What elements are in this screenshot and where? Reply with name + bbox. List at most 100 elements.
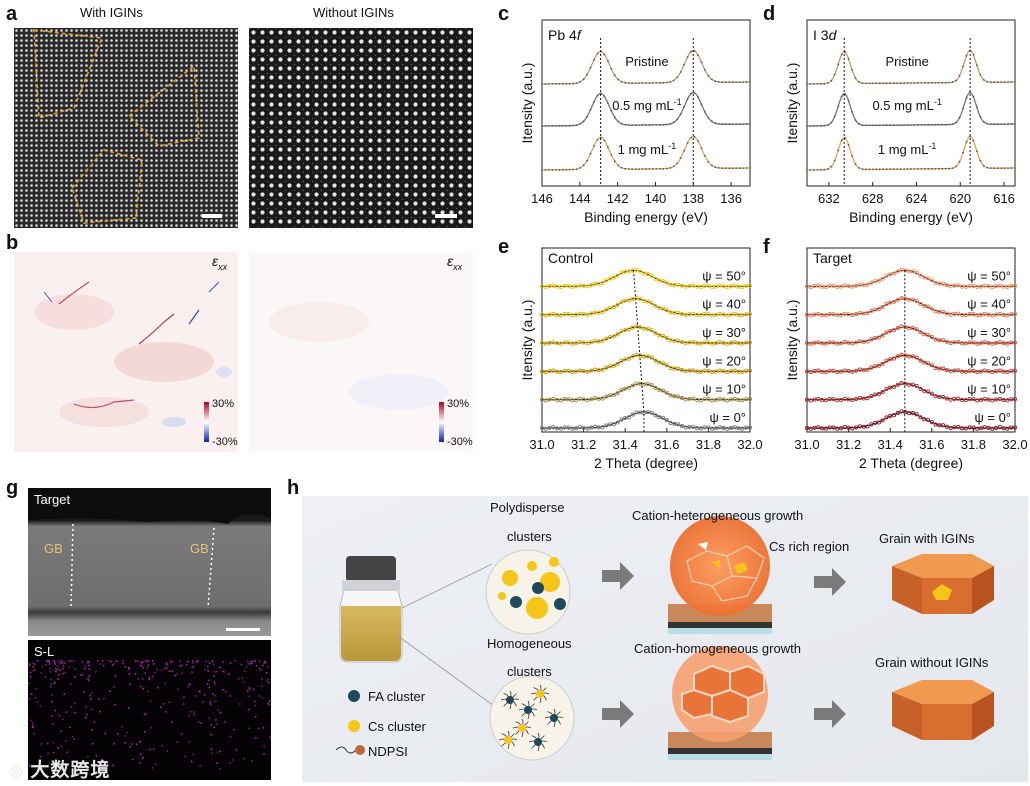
speckle	[194, 695, 197, 697]
speckle	[31, 722, 34, 724]
data-point	[695, 312, 700, 318]
speckle	[124, 666, 127, 668]
speckle	[148, 660, 150, 662]
speckle	[182, 703, 185, 705]
speckle	[74, 668, 76, 671]
data-point	[854, 311, 859, 317]
data-point	[725, 426, 730, 431]
data-point	[702, 340, 707, 345]
data-point	[653, 413, 658, 418]
data-point	[857, 395, 862, 401]
data-point	[986, 166, 989, 169]
data-point	[710, 284, 715, 290]
data-point	[1009, 425, 1014, 430]
panel-label-f: f	[763, 236, 770, 258]
data-point	[837, 149, 840, 152]
speckle	[199, 765, 201, 767]
data-point	[1010, 123, 1013, 125]
data-point	[577, 311, 582, 316]
data-point	[691, 396, 696, 401]
data-point	[899, 409, 904, 414]
data-point	[861, 283, 866, 288]
data-point	[634, 410, 639, 415]
data-point	[854, 425, 859, 430]
data-point	[847, 58, 850, 60]
speckle	[210, 724, 212, 726]
data-point	[725, 370, 730, 375]
data-point	[835, 369, 840, 375]
data-point	[812, 369, 817, 374]
data-point	[596, 368, 601, 373]
speckle	[103, 664, 105, 667]
data-point	[669, 81, 672, 83]
data-point	[672, 282, 677, 288]
speckle	[145, 660, 148, 663]
data-point	[541, 83, 543, 85]
data-point	[975, 398, 980, 403]
data-point	[809, 125, 812, 127]
data-point	[706, 340, 711, 345]
data-point	[1003, 167, 1006, 170]
speckle	[62, 672, 64, 675]
data-point	[906, 82, 909, 84]
data-point	[615, 361, 620, 366]
data-point	[967, 340, 972, 345]
data-point	[551, 125, 554, 127]
speckle	[46, 660, 48, 663]
data-point	[993, 123, 996, 126]
data-point	[551, 169, 554, 171]
speckle	[63, 661, 65, 664]
data-point	[558, 313, 563, 318]
data-point	[882, 82, 885, 85]
data-point	[729, 284, 734, 289]
data-point	[669, 167, 672, 169]
data-point	[982, 396, 987, 401]
data-point	[948, 167, 950, 170]
data-point	[620, 122, 623, 125]
data-point	[592, 310, 597, 315]
data-point	[575, 124, 578, 126]
data-point	[816, 125, 819, 127]
data-point	[820, 369, 825, 374]
data-point	[976, 150, 978, 153]
data-point	[555, 341, 560, 346]
speckle	[85, 705, 87, 708]
watermark: ◎ 大数跨境	[10, 755, 110, 782]
data-point	[978, 312, 984, 317]
data-point	[697, 96, 699, 98]
data-point	[920, 168, 923, 170]
data-point	[732, 340, 737, 345]
speckle	[254, 716, 257, 718]
speckle	[170, 661, 172, 663]
data-point	[842, 396, 847, 401]
speckle	[62, 667, 64, 670]
speckle	[54, 663, 56, 665]
data-point	[922, 332, 927, 337]
x-tick-label: 616	[993, 191, 1015, 206]
speckle	[250, 661, 252, 663]
data-point	[875, 82, 878, 85]
data-point	[996, 123, 999, 126]
data-point	[888, 328, 893, 333]
data-point	[850, 369, 855, 374]
speckle	[71, 735, 74, 738]
data-point	[700, 147, 703, 150]
speckle	[61, 662, 63, 664]
data-point	[854, 368, 859, 373]
speckle	[134, 672, 137, 675]
data-point	[971, 340, 976, 345]
data-point	[731, 167, 734, 170]
speckle	[31, 725, 34, 728]
data-point	[589, 311, 594, 316]
speckle	[144, 713, 147, 715]
data-point	[600, 309, 605, 315]
capped-cluster	[524, 706, 532, 714]
data-point	[854, 340, 859, 345]
data-point	[721, 123, 724, 126]
data-point	[657, 387, 662, 392]
data-point	[566, 368, 571, 373]
legend-cs-label: Cs cluster	[368, 719, 426, 734]
data-point	[697, 140, 699, 142]
data-point	[1012, 340, 1018, 345]
